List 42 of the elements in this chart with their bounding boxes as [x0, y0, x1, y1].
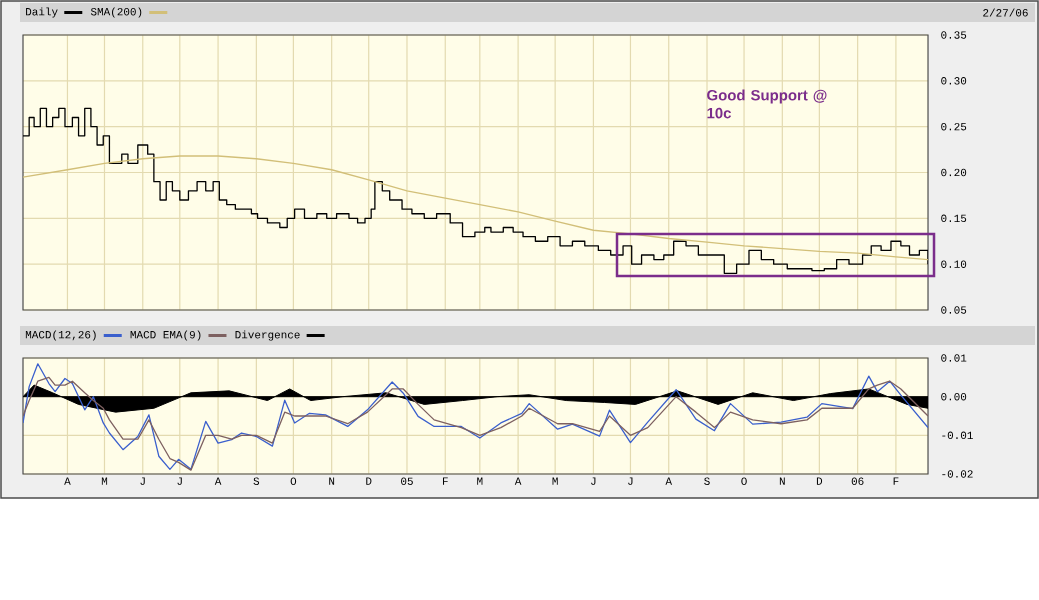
- y-tick-label: 0.00: [941, 392, 967, 401]
- x-tick-label: O: [741, 477, 747, 485]
- x-tick-label: F: [443, 477, 448, 485]
- y-tick-label: 0.20: [941, 168, 967, 177]
- x-tick-label: J: [177, 477, 182, 485]
- y-tick-label: 0.30: [941, 77, 967, 85]
- x-tick-label: M: [552, 477, 558, 485]
- y-tick-label: -0.01: [942, 431, 973, 440]
- x-tick-label: A: [64, 477, 71, 485]
- legend-label: MACD(12,26): [25, 330, 96, 341]
- y-tick-label: 0.35: [941, 31, 967, 39]
- legend-label: Divergence: [235, 330, 300, 341]
- x-tick-label: D: [366, 477, 372, 485]
- x-tick-label: S: [253, 477, 260, 485]
- x-tick-label: 06: [851, 477, 864, 485]
- legend-label: SMA(200): [90, 7, 142, 18]
- x-tick-label: A: [214, 477, 222, 485]
- legend-label: MACD EMA(9): [130, 330, 201, 341]
- x-tick-label: N: [779, 477, 785, 485]
- text: 2/27/06: [983, 8, 1028, 17]
- x-tick-label: S: [704, 477, 710, 485]
- x-tick-label: N: [329, 477, 335, 485]
- x-tick-label: M: [477, 477, 483, 485]
- x-tick-label: J: [140, 477, 145, 485]
- y-tick-label: -0.02: [942, 470, 973, 478]
- y-tick-label: 0.15: [941, 214, 967, 223]
- x-tick-label: J: [591, 477, 596, 485]
- legend-label: Daily: [26, 7, 58, 18]
- x-tick-label: D: [816, 477, 823, 485]
- annotation: Good Support @ 10c: [707, 89, 827, 119]
- x-tick-label: A: [514, 477, 522, 485]
- y-tick-label: 0.25: [941, 122, 967, 131]
- x-tick-label: 05: [401, 477, 413, 485]
- x-tick-label: J: [628, 477, 633, 485]
- x-tick-label: A: [665, 477, 673, 485]
- y-tick-label: 0.05: [941, 306, 967, 314]
- y-tick-label: 0.10: [941, 260, 967, 268]
- x-tick-label: F: [893, 477, 899, 485]
- x-tick-label: M: [101, 477, 108, 485]
- line-series: [23, 155, 929, 261]
- y-tick-label: 0.01: [941, 354, 967, 362]
- x-tick-label: O: [290, 477, 297, 485]
